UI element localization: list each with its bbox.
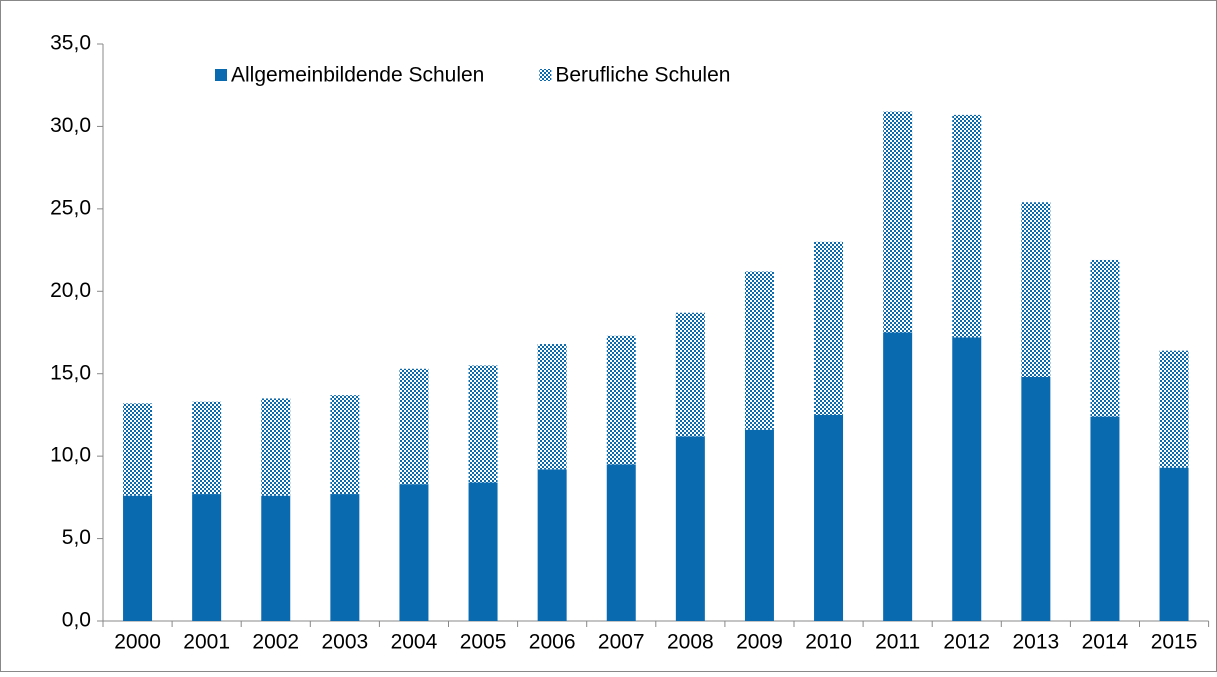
x-tick-label: 2008 — [667, 631, 714, 654]
x-tick-label: 2000 — [114, 631, 161, 654]
legend-label: Allgemeinbildende Schulen — [231, 64, 484, 87]
bar-segment — [814, 241, 844, 415]
x-tick-label: 2012 — [943, 631, 990, 654]
x-tick-label: 2001 — [183, 631, 230, 654]
y-tick-label: 0,0 — [62, 609, 91, 632]
bar-segment — [952, 337, 982, 621]
bar-segment — [675, 436, 705, 621]
bar-segment — [744, 271, 774, 430]
legend-swatch — [215, 69, 227, 81]
y-tick-label: 20,0 — [50, 279, 91, 302]
x-tick-label: 2002 — [252, 631, 299, 654]
bar-segment — [399, 484, 429, 621]
x-tick-label: 2004 — [391, 631, 438, 654]
x-tick-label: 2003 — [321, 631, 368, 654]
legend-swatch — [539, 69, 552, 81]
bar-segment — [675, 312, 705, 437]
bar-segment — [952, 114, 982, 338]
y-tick-label: 35,0 — [50, 32, 91, 55]
y-tick-label: 10,0 — [50, 444, 91, 467]
y-tick-label: 25,0 — [50, 196, 91, 219]
x-tick-label: 2013 — [1012, 631, 1059, 654]
x-tick-label: 2006 — [529, 631, 576, 654]
bar-segment — [606, 464, 636, 621]
bar-segment — [261, 398, 291, 496]
x-tick-label: 2014 — [1082, 631, 1129, 654]
bar-segment — [1159, 350, 1189, 468]
bar-segment — [537, 469, 567, 621]
x-tick-label: 2007 — [598, 631, 645, 654]
x-tick-label: 2010 — [805, 631, 852, 654]
y-tick-label: 5,0 — [62, 526, 91, 549]
bar-segment — [192, 401, 222, 495]
bar-segment — [123, 495, 153, 621]
bar-segment — [261, 495, 291, 621]
bar-segment — [883, 111, 913, 333]
x-tick-label: 2015 — [1151, 631, 1198, 654]
bar-segment — [1021, 202, 1051, 378]
x-tick-label: 2011 — [875, 631, 920, 654]
bar-segment — [1090, 259, 1120, 417]
bar-segment — [330, 494, 360, 621]
bar-segment — [814, 414, 844, 621]
bar-segment — [123, 403, 153, 496]
bar-segment — [1090, 416, 1120, 621]
x-tick-label: 2009 — [736, 631, 783, 654]
bar-segment — [399, 368, 429, 485]
bar-segment — [883, 332, 913, 621]
bar-segment — [606, 335, 636, 465]
bar-segment — [1159, 467, 1189, 621]
legend-label: Berufliche Schulen — [555, 64, 730, 87]
bar-segment — [192, 494, 222, 621]
bar-segment — [468, 482, 498, 621]
y-tick-label: 15,0 — [50, 361, 91, 384]
x-tick-label: 2005 — [460, 631, 507, 654]
bar-segment — [1021, 377, 1051, 621]
y-tick-label: 30,0 — [50, 114, 91, 137]
bar-segment — [537, 344, 567, 470]
bar-segment — [744, 429, 774, 621]
bar-segment — [468, 365, 498, 483]
bar-segment — [330, 395, 360, 495]
